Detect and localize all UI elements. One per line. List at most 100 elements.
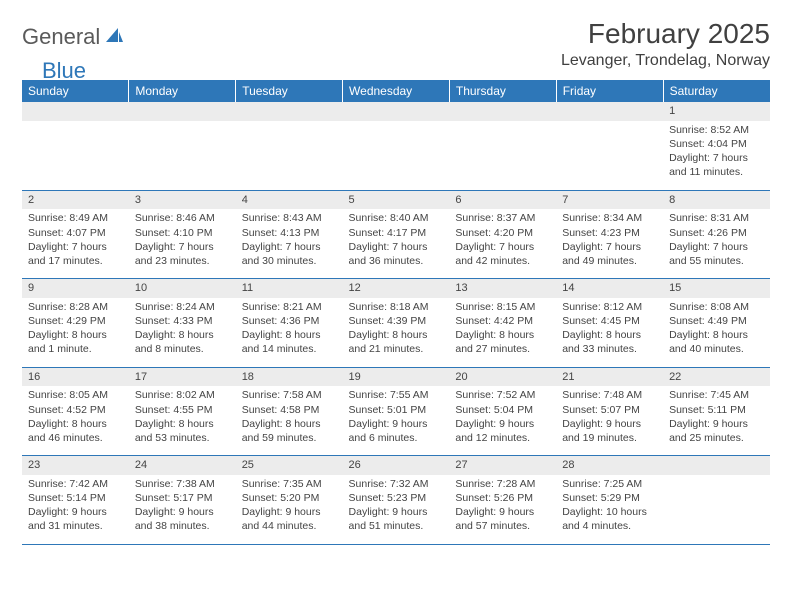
sunrise-text: Sunrise: 8:02 AM [135, 388, 230, 402]
sunset-text: Sunset: 5:20 PM [242, 491, 337, 505]
day-body [129, 121, 236, 133]
calendar-header-row: SundayMondayTuesdayWednesdayThursdayFrid… [22, 80, 770, 102]
sunset-text: Sunset: 4:26 PM [669, 226, 764, 240]
daylight-text: Daylight: 7 hours and 49 minutes. [562, 240, 657, 268]
sunset-text: Sunset: 4:42 PM [455, 314, 550, 328]
sunrise-text: Sunrise: 8:43 AM [242, 211, 337, 225]
sunrise-text: Sunrise: 7:38 AM [135, 477, 230, 491]
calendar-day-cell: 18Sunrise: 7:58 AMSunset: 4:58 PMDayligh… [236, 367, 343, 456]
sunrise-text: Sunrise: 8:46 AM [135, 211, 230, 225]
sunrise-text: Sunrise: 8:31 AM [669, 211, 764, 225]
sunrise-text: Sunrise: 8:05 AM [28, 388, 123, 402]
calendar-day-cell [129, 102, 236, 190]
day-number: 8 [663, 191, 770, 210]
calendar-day-cell: 2Sunrise: 8:49 AMSunset: 4:07 PMDaylight… [22, 190, 129, 279]
calendar-day-cell: 5Sunrise: 8:40 AMSunset: 4:17 PMDaylight… [343, 190, 450, 279]
sunrise-text: Sunrise: 8:12 AM [562, 300, 657, 314]
daylight-text: Daylight: 8 hours and 59 minutes. [242, 417, 337, 445]
day-body: Sunrise: 8:12 AMSunset: 4:45 PMDaylight:… [556, 298, 663, 367]
daylight-text: Daylight: 7 hours and 30 minutes. [242, 240, 337, 268]
sunrise-text: Sunrise: 7:25 AM [562, 477, 657, 491]
calendar-body: 1Sunrise: 8:52 AMSunset: 4:04 PMDaylight… [22, 102, 770, 544]
day-body: Sunrise: 8:46 AMSunset: 4:10 PMDaylight:… [129, 209, 236, 278]
day-number [449, 102, 556, 121]
calendar-week-row: 1Sunrise: 8:52 AMSunset: 4:04 PMDaylight… [22, 102, 770, 190]
calendar-day-cell: 4Sunrise: 8:43 AMSunset: 4:13 PMDaylight… [236, 190, 343, 279]
day-number: 17 [129, 368, 236, 387]
day-number: 20 [449, 368, 556, 387]
day-body: Sunrise: 7:28 AMSunset: 5:26 PMDaylight:… [449, 475, 556, 544]
daylight-text: Daylight: 7 hours and 11 minutes. [669, 151, 764, 179]
daylight-text: Daylight: 9 hours and 6 minutes. [349, 417, 444, 445]
sunrise-text: Sunrise: 7:58 AM [242, 388, 337, 402]
sunrise-text: Sunrise: 8:34 AM [562, 211, 657, 225]
day-body: Sunrise: 7:55 AMSunset: 5:01 PMDaylight:… [343, 386, 450, 455]
day-number: 21 [556, 368, 663, 387]
day-body: Sunrise: 7:45 AMSunset: 5:11 PMDaylight:… [663, 386, 770, 455]
daylight-text: Daylight: 8 hours and 27 minutes. [455, 328, 550, 356]
day-number: 3 [129, 191, 236, 210]
day-number: 2 [22, 191, 129, 210]
logo-sail-icon [104, 26, 124, 49]
calendar-day-cell: 6Sunrise: 8:37 AMSunset: 4:20 PMDaylight… [449, 190, 556, 279]
day-number: 9 [22, 279, 129, 298]
daylight-text: Daylight: 9 hours and 19 minutes. [562, 417, 657, 445]
day-body: Sunrise: 8:21 AMSunset: 4:36 PMDaylight:… [236, 298, 343, 367]
logo: General [22, 18, 126, 50]
calendar-day-cell: 12Sunrise: 8:18 AMSunset: 4:39 PMDayligh… [343, 279, 450, 368]
daylight-text: Daylight: 8 hours and 53 minutes. [135, 417, 230, 445]
day-body: Sunrise: 8:05 AMSunset: 4:52 PMDaylight:… [22, 386, 129, 455]
calendar-day-cell: 20Sunrise: 7:52 AMSunset: 5:04 PMDayligh… [449, 367, 556, 456]
daylight-text: Daylight: 7 hours and 17 minutes. [28, 240, 123, 268]
day-body: Sunrise: 8:02 AMSunset: 4:55 PMDaylight:… [129, 386, 236, 455]
calendar-day-cell: 22Sunrise: 7:45 AMSunset: 5:11 PMDayligh… [663, 367, 770, 456]
sunset-text: Sunset: 4:49 PM [669, 314, 764, 328]
calendar-day-cell: 28Sunrise: 7:25 AMSunset: 5:29 PMDayligh… [556, 456, 663, 545]
daylight-text: Daylight: 8 hours and 8 minutes. [135, 328, 230, 356]
daylight-text: Daylight: 9 hours and 51 minutes. [349, 505, 444, 533]
calendar-day-cell: 16Sunrise: 8:05 AMSunset: 4:52 PMDayligh… [22, 367, 129, 456]
calendar-day-cell: 11Sunrise: 8:21 AMSunset: 4:36 PMDayligh… [236, 279, 343, 368]
weekday-header: Saturday [663, 80, 770, 102]
sunset-text: Sunset: 4:52 PM [28, 403, 123, 417]
day-body [343, 121, 450, 133]
daylight-text: Daylight: 8 hours and 40 minutes. [669, 328, 764, 356]
day-number [129, 102, 236, 121]
sunset-text: Sunset: 5:01 PM [349, 403, 444, 417]
daylight-text: Daylight: 7 hours and 42 minutes. [455, 240, 550, 268]
daylight-text: Daylight: 9 hours and 25 minutes. [669, 417, 764, 445]
calendar-day-cell: 3Sunrise: 8:46 AMSunset: 4:10 PMDaylight… [129, 190, 236, 279]
day-number: 19 [343, 368, 450, 387]
calendar-day-cell: 17Sunrise: 8:02 AMSunset: 4:55 PMDayligh… [129, 367, 236, 456]
sunrise-text: Sunrise: 8:52 AM [669, 123, 764, 137]
day-number [22, 102, 129, 121]
day-body [236, 121, 343, 133]
day-body: Sunrise: 7:25 AMSunset: 5:29 PMDaylight:… [556, 475, 663, 544]
day-number: 28 [556, 456, 663, 475]
sunset-text: Sunset: 4:29 PM [28, 314, 123, 328]
day-body: Sunrise: 8:49 AMSunset: 4:07 PMDaylight:… [22, 209, 129, 278]
day-body: Sunrise: 7:42 AMSunset: 5:14 PMDaylight:… [22, 475, 129, 544]
sunrise-text: Sunrise: 8:08 AM [669, 300, 764, 314]
calendar-day-cell: 14Sunrise: 8:12 AMSunset: 4:45 PMDayligh… [556, 279, 663, 368]
sunset-text: Sunset: 4:17 PM [349, 226, 444, 240]
daylight-text: Daylight: 9 hours and 38 minutes. [135, 505, 230, 533]
sunrise-text: Sunrise: 8:49 AM [28, 211, 123, 225]
day-number [236, 102, 343, 121]
daylight-text: Daylight: 8 hours and 46 minutes. [28, 417, 123, 445]
calendar-day-cell: 27Sunrise: 7:28 AMSunset: 5:26 PMDayligh… [449, 456, 556, 545]
sunset-text: Sunset: 4:45 PM [562, 314, 657, 328]
day-number: 14 [556, 279, 663, 298]
weekday-header: Friday [556, 80, 663, 102]
sunset-text: Sunset: 5:07 PM [562, 403, 657, 417]
day-body: Sunrise: 8:24 AMSunset: 4:33 PMDaylight:… [129, 298, 236, 367]
sunset-text: Sunset: 4:23 PM [562, 226, 657, 240]
daylight-text: Daylight: 8 hours and 14 minutes. [242, 328, 337, 356]
daylight-text: Daylight: 9 hours and 31 minutes. [28, 505, 123, 533]
day-number: 13 [449, 279, 556, 298]
calendar-week-row: 16Sunrise: 8:05 AMSunset: 4:52 PMDayligh… [22, 367, 770, 456]
day-body: Sunrise: 8:31 AMSunset: 4:26 PMDaylight:… [663, 209, 770, 278]
weekday-header: Monday [129, 80, 236, 102]
day-number [556, 102, 663, 121]
header: General February 2025 Levanger, Trondela… [22, 18, 770, 70]
